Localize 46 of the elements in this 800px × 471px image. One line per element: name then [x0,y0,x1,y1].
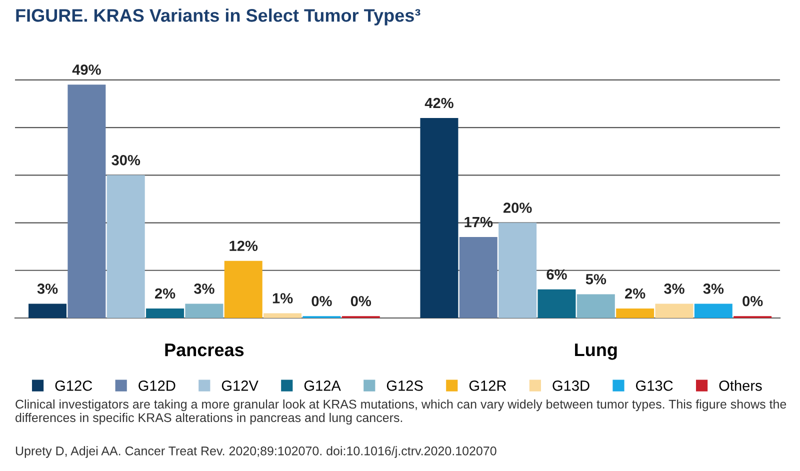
legend-label: G13C [636,380,673,391]
bar [185,304,224,318]
bar [538,289,576,318]
bar [655,304,694,318]
bar [616,308,654,318]
bar [106,175,145,318]
legend-label: G12S [386,380,423,391]
bar [28,304,67,318]
bar [146,308,184,318]
x-tick-label: Pancreas [165,344,244,356]
data-label: 3% [37,284,58,294]
data-label: 12% [230,240,258,251]
data-label: 0% [350,296,372,306]
x-tick-label: Lung [575,344,617,360]
data-label: 49% [72,64,101,75]
bar [420,118,458,318]
data-label: 2% [154,288,176,299]
data-label: 30% [112,154,140,166]
legend-label: G12R [469,380,506,391]
legend-label: Others [719,380,762,391]
bar [694,304,732,318]
data-label: 0% [312,296,332,306]
text: Uprety D, Adjei AA. Cancer Treat Rev. 2020;89:102070. doi:10.1016/j.ctrv.2020.102070 [16,446,496,458]
data-label: 5% [586,274,606,284]
legend-label: G12V [222,380,258,391]
bar [498,222,537,318]
bar [459,237,498,318]
bar [224,260,262,318]
data-label: 1% [272,293,293,304]
legend-label: G12C [55,380,92,391]
text: Clinical investigators are taking a more granular look at KRAS mutations, which can vary widely between tumor types. This figure shows the differences in specific KRAS alterations in pancreas and lung cancers. [16,399,786,425]
bar [576,294,615,318]
data-label: 0% [742,296,763,306]
bar [264,313,302,318]
data-label: 42% [424,98,454,108]
data-label: 2% [625,288,646,299]
legend-label: G13D [552,380,590,391]
data-label: 3% [194,284,214,294]
legend-label: G12A [304,380,341,391]
data-label: 3% [664,284,684,294]
data-label: 6% [546,269,567,280]
data-label: 3% [703,284,724,294]
legend-label: G12D [138,380,176,391]
data-label: 20% [503,202,532,213]
bar [68,84,106,318]
chart-title: FIGURE. KRAS Variants in Select Tumor Types³ [16,8,420,26]
